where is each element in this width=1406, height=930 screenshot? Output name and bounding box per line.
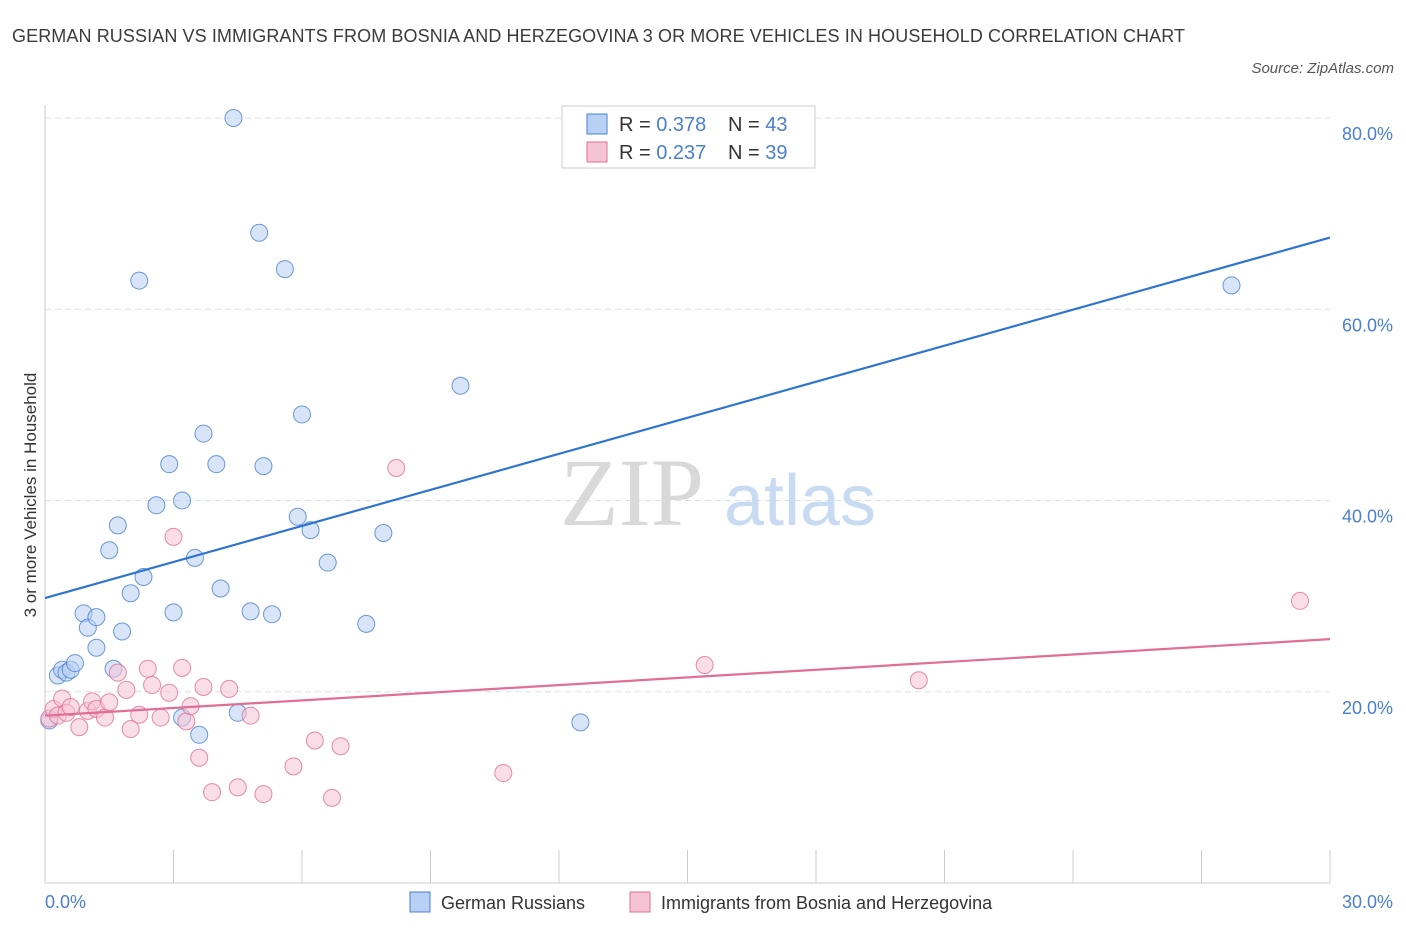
- point-blue-36: [301, 521, 320, 540]
- legend-swatch-pink: [586, 141, 608, 163]
- watermark-atlas: atlas: [724, 461, 876, 541]
- point-blue-9: [87, 608, 106, 627]
- point-blue-10: [100, 541, 119, 560]
- point-blue-33: [275, 260, 294, 279]
- gridlines: [45, 117, 1330, 693]
- bottom-legend: German Russians Immigrants from Bosnia a…: [409, 891, 993, 913]
- point-pink-19: [160, 683, 179, 702]
- point-pink-34: [331, 737, 350, 756]
- point-pink-26: [203, 783, 222, 802]
- point-pink-13: [117, 680, 136, 699]
- point-pink-11: [100, 693, 119, 712]
- legend-row-2: R = 0.237: [619, 142, 706, 164]
- point-blue-32: [263, 605, 282, 624]
- point-blue-23: [190, 725, 209, 744]
- point-pink-18: [151, 708, 170, 727]
- x-tick-label-0: 0.0%: [45, 892, 86, 912]
- point-blue-8: [87, 638, 106, 657]
- y-axis-label: 3 or more Vehicles in Household: [21, 373, 40, 618]
- bottom-legend-swatch-blue: [409, 891, 431, 913]
- point-blue-29: [241, 602, 260, 621]
- trend-line-blue: [44, 236, 1331, 600]
- source-label: Source: ZipAtlas.com: [1251, 60, 1394, 77]
- chart-title: GERMAN RUSSIAN VS IMMIGRANTS FROM BOSNIA…: [12, 26, 1186, 46]
- point-blue-39: [374, 524, 393, 543]
- point-blue-35: [293, 405, 311, 424]
- x-tick-label-1: 30.0%: [1342, 892, 1393, 912]
- point-blue-42: [1222, 276, 1241, 295]
- y-tick-labels: 20.0% 40.0% 60.0% 80.0%: [1342, 124, 1393, 718]
- point-blue-31: [254, 457, 273, 476]
- point-pink-37: [695, 655, 714, 674]
- point-pink-20: [164, 527, 183, 546]
- point-blue-34: [288, 507, 307, 526]
- bottom-legend-swatch-pink: [629, 891, 651, 913]
- point-pink-31: [284, 757, 303, 776]
- y-tick-label-1: 40.0%: [1342, 507, 1393, 527]
- point-pink-35: [387, 458, 406, 477]
- point-pink-25: [194, 677, 213, 696]
- point-pink-38: [909, 671, 928, 690]
- point-blue-21: [173, 491, 192, 510]
- point-blue-24: [194, 424, 213, 443]
- point-blue-19: [164, 603, 183, 622]
- bottom-legend-label-pink: Immigrants from Bosnia and Herzegovina: [661, 893, 993, 913]
- watermark: ZIP atlas: [560, 439, 876, 546]
- y-tick-label-3: 80.0%: [1342, 124, 1393, 144]
- point-pink-6: [70, 718, 89, 737]
- point-blue-13: [113, 622, 132, 641]
- point-blue-30: [250, 223, 269, 242]
- top-legend: R = 0.378 N = 43 R = 0.237 N = 39: [561, 105, 816, 169]
- point-pink-24: [190, 748, 209, 767]
- svg-text:N = 39: N = 39: [728, 142, 788, 164]
- point-blue-12: [108, 516, 127, 535]
- point-blue-16: [134, 568, 153, 586]
- y-tick-label-0: 20.0%: [1342, 698, 1393, 718]
- point-pink-28: [228, 778, 247, 797]
- point-pink-5: [61, 698, 80, 717]
- point-blue-17: [147, 496, 166, 515]
- point-pink-16: [138, 659, 157, 678]
- point-blue-25: [207, 455, 226, 474]
- point-blue-15: [130, 271, 149, 290]
- point-pink-29: [241, 706, 260, 725]
- trend-lines: [44, 236, 1331, 717]
- point-pink-32: [305, 731, 324, 750]
- point-pink-36: [494, 764, 513, 783]
- point-blue-18: [160, 455, 179, 474]
- point-blue-14: [121, 584, 140, 603]
- svg-text:N = 43: N = 43: [728, 114, 788, 136]
- axes: [44, 105, 1331, 884]
- watermark-zip: ZIP: [560, 439, 704, 546]
- point-pink-14: [121, 720, 140, 739]
- point-blue-27: [224, 109, 243, 127]
- point-pink-39: [1291, 591, 1310, 610]
- legend-swatch-blue: [586, 113, 608, 135]
- point-pink-30: [254, 785, 273, 804]
- point-pink-17: [143, 676, 162, 695]
- point-blue-41: [571, 713, 590, 732]
- point-pink-12: [108, 663, 127, 682]
- point-blue-40: [451, 376, 470, 395]
- x-tick-labels: 0.0% 30.0%: [45, 892, 1393, 912]
- point-blue-26: [211, 579, 230, 598]
- bottom-legend-label-blue: German Russians: [441, 893, 585, 913]
- trend-line-pink: [44, 638, 1331, 717]
- point-pink-22: [177, 712, 196, 731]
- legend-row-1: R = 0.378: [619, 114, 706, 136]
- y-tick-label-2: 60.0%: [1342, 315, 1393, 335]
- point-pink-27: [220, 679, 239, 698]
- point-blue-38: [357, 614, 376, 633]
- point-pink-21: [173, 658, 192, 677]
- point-pink-33: [322, 788, 341, 807]
- point-blue-5: [65, 654, 84, 673]
- point-blue-37: [318, 553, 337, 572]
